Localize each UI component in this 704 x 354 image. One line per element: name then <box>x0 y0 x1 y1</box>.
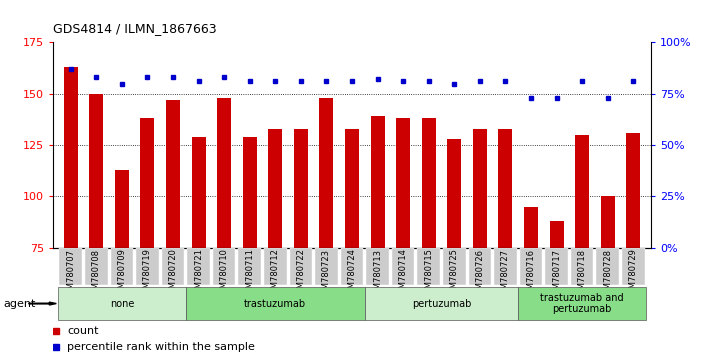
Text: none: none <box>110 298 134 309</box>
Text: GSM780715: GSM780715 <box>425 249 433 299</box>
Bar <box>264 248 287 285</box>
Bar <box>315 248 338 285</box>
Bar <box>162 248 184 285</box>
Bar <box>136 248 158 285</box>
Text: agent: agent <box>4 298 36 309</box>
Bar <box>524 207 538 248</box>
Text: GSM780709: GSM780709 <box>118 249 126 299</box>
Bar <box>111 248 133 285</box>
Bar <box>550 221 564 248</box>
Text: GSM780719: GSM780719 <box>143 249 152 299</box>
Text: GSM780726: GSM780726 <box>475 249 484 299</box>
Bar <box>191 137 206 248</box>
Bar <box>243 137 257 248</box>
Text: GSM780720: GSM780720 <box>168 249 177 299</box>
Text: GSM780724: GSM780724 <box>348 249 356 299</box>
Bar <box>166 100 180 248</box>
Text: GSM780710: GSM780710 <box>220 249 229 299</box>
Bar <box>443 248 465 285</box>
Bar <box>366 248 389 285</box>
Bar <box>546 248 568 285</box>
Text: GSM780712: GSM780712 <box>271 249 279 299</box>
Bar <box>447 139 461 248</box>
Bar <box>473 129 487 248</box>
Bar <box>370 116 384 248</box>
Bar <box>396 119 410 248</box>
Bar <box>518 287 646 320</box>
Bar <box>622 248 645 285</box>
Bar <box>571 248 593 285</box>
Text: GSM780711: GSM780711 <box>245 249 254 299</box>
Bar <box>187 248 210 285</box>
Text: pertuzumab: pertuzumab <box>412 298 471 309</box>
Bar <box>345 129 359 248</box>
Bar <box>294 129 308 248</box>
Bar <box>63 67 77 248</box>
Bar <box>58 287 186 320</box>
Bar <box>575 135 589 248</box>
Text: GSM780718: GSM780718 <box>578 249 586 299</box>
Bar <box>268 129 282 248</box>
Bar <box>469 248 491 285</box>
Text: GSM780727: GSM780727 <box>501 249 510 299</box>
Bar <box>186 287 365 320</box>
Text: GSM780729: GSM780729 <box>629 249 638 299</box>
Bar <box>217 98 231 248</box>
Bar <box>601 196 615 248</box>
Bar <box>85 248 108 285</box>
Bar <box>289 248 312 285</box>
Bar <box>494 248 517 285</box>
Text: GSM780725: GSM780725 <box>450 249 459 299</box>
Text: percentile rank within the sample: percentile rank within the sample <box>67 342 255 352</box>
Bar <box>498 129 513 248</box>
Text: GSM780722: GSM780722 <box>296 249 306 299</box>
Text: GSM780708: GSM780708 <box>92 249 101 299</box>
Bar <box>392 248 415 285</box>
Text: GSM780721: GSM780721 <box>194 249 203 299</box>
Text: GSM780714: GSM780714 <box>398 249 408 299</box>
Bar <box>89 94 103 248</box>
Text: trastuzumab and
pertuzumab: trastuzumab and pertuzumab <box>541 293 624 314</box>
Text: trastuzumab: trastuzumab <box>244 298 306 309</box>
Bar <box>115 170 129 248</box>
Bar <box>417 248 440 285</box>
Bar <box>341 248 363 285</box>
Text: GDS4814 / ILMN_1867663: GDS4814 / ILMN_1867663 <box>53 22 216 35</box>
Text: GSM780717: GSM780717 <box>552 249 561 299</box>
Bar <box>140 119 154 248</box>
Text: count: count <box>67 326 99 336</box>
Bar <box>59 248 82 285</box>
Bar <box>520 248 542 285</box>
Bar <box>627 133 641 248</box>
Bar <box>596 248 619 285</box>
Text: GSM780707: GSM780707 <box>66 249 75 299</box>
Bar <box>365 287 518 320</box>
Text: GSM780728: GSM780728 <box>603 249 612 299</box>
Bar <box>320 98 334 248</box>
Bar <box>422 119 436 248</box>
Text: GSM780723: GSM780723 <box>322 249 331 299</box>
Bar <box>213 248 235 285</box>
Text: GSM780713: GSM780713 <box>373 249 382 299</box>
Text: GSM780716: GSM780716 <box>527 249 536 299</box>
Bar <box>239 248 261 285</box>
